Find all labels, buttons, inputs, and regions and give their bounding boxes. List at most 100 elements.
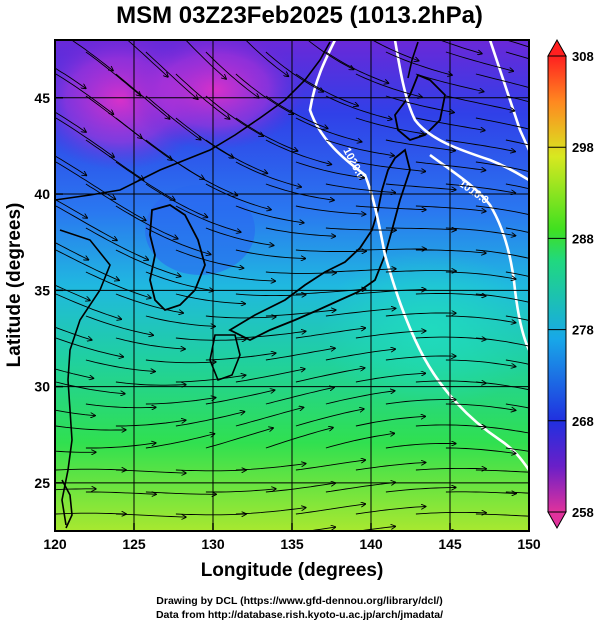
wind-streamlines [55,40,599,531]
streamline [475,469,529,473]
streamline [385,313,456,317]
coastline-taiwan [61,479,73,529]
streamline [415,249,486,253]
streamline [445,359,516,367]
streamline [235,161,301,187]
streamline [55,242,88,260]
plot-area: 1020.0 1016.0 [55,40,599,531]
y-axis-ticks: 25 30 35 40 45 [34,90,63,491]
streamline [325,433,394,449]
streamline [55,293,121,319]
streamline [505,227,529,233]
streamline [475,293,529,303]
x-tick-label: 130 [201,536,225,552]
x-tick-label: 125 [122,536,146,552]
streamline [145,398,216,405]
streamline [355,507,426,515]
streamline [445,403,516,410]
streamline [115,381,186,385]
streamline [438,40,482,54]
streamline [55,425,126,430]
streamline [235,73,293,114]
y-tick-label: 35 [34,282,50,298]
streamline [355,331,426,339]
streamline [536,162,599,185]
streamline [55,489,96,492]
streamline [145,491,216,494]
streamline [115,249,181,276]
isobar-1020 [308,40,529,471]
streamline [175,293,245,304]
streamline [145,51,198,99]
streamline [265,387,334,405]
streamline [235,249,305,259]
colorbar-tick-label: 258 [572,505,594,520]
streamline [325,308,396,317]
streamline [175,249,244,268]
streamline [235,369,305,383]
streamline [85,492,156,494]
streamline [445,95,514,111]
streamline [385,228,456,230]
streamline [235,508,306,515]
streamline [445,51,513,71]
streamline [145,271,213,291]
streamline [55,198,87,218]
coastline-sakhalin [407,41,419,79]
streamline [355,161,425,171]
streamline [235,464,306,471]
streamline [115,205,178,239]
streamline [175,205,241,232]
streamline [445,227,516,236]
streamline [505,271,529,277]
streamline [475,73,529,89]
streamline [355,117,424,134]
streamline [205,51,259,98]
streamline [445,139,515,152]
streamline [295,504,365,515]
streamline [325,391,395,405]
streamline [55,469,126,470]
colorbar-tick-label: 278 [572,323,594,338]
streamline [265,51,323,92]
y-tick-label: 45 [34,90,50,106]
streamline [305,527,335,531]
streamline [295,368,365,383]
streamline [55,368,94,378]
streamline [536,294,599,315]
colorbar-ticks: 308 298 288 278 268 258 [548,49,594,520]
streamline [385,95,454,113]
streamline [235,117,298,151]
streamline [55,67,86,88]
streamline [307,40,354,69]
streamline [475,513,529,517]
streamline [295,460,365,471]
streamline [385,444,456,449]
streamline [325,95,392,119]
streamline [55,73,113,114]
colorbar-tick-label: 308 [572,49,594,64]
streamline [536,470,599,471]
streamline [175,117,234,158]
streamline [415,468,486,470]
streamline [415,205,486,211]
streamline [475,117,529,130]
streamline [385,488,456,493]
colorbar-tick-label: 288 [572,231,594,246]
streamline [295,117,362,142]
streamline [115,469,186,473]
streamline [205,183,271,210]
x-axis-label: Longitude (degrees) [201,560,384,581]
streamline [505,359,529,365]
streamline [55,513,126,514]
streamline [295,205,366,214]
streamline [175,470,246,471]
colorbar: 308 298 288 278 268 258 [547,38,594,530]
footer-credit-data: Data from http://database.rish.kyoto-u.a… [155,609,444,621]
streamline [325,349,395,361]
streamline [295,73,358,106]
streamline [55,409,95,416]
streamline [205,271,275,281]
streamline [55,249,119,280]
x-tick-label: 150 [517,536,541,552]
